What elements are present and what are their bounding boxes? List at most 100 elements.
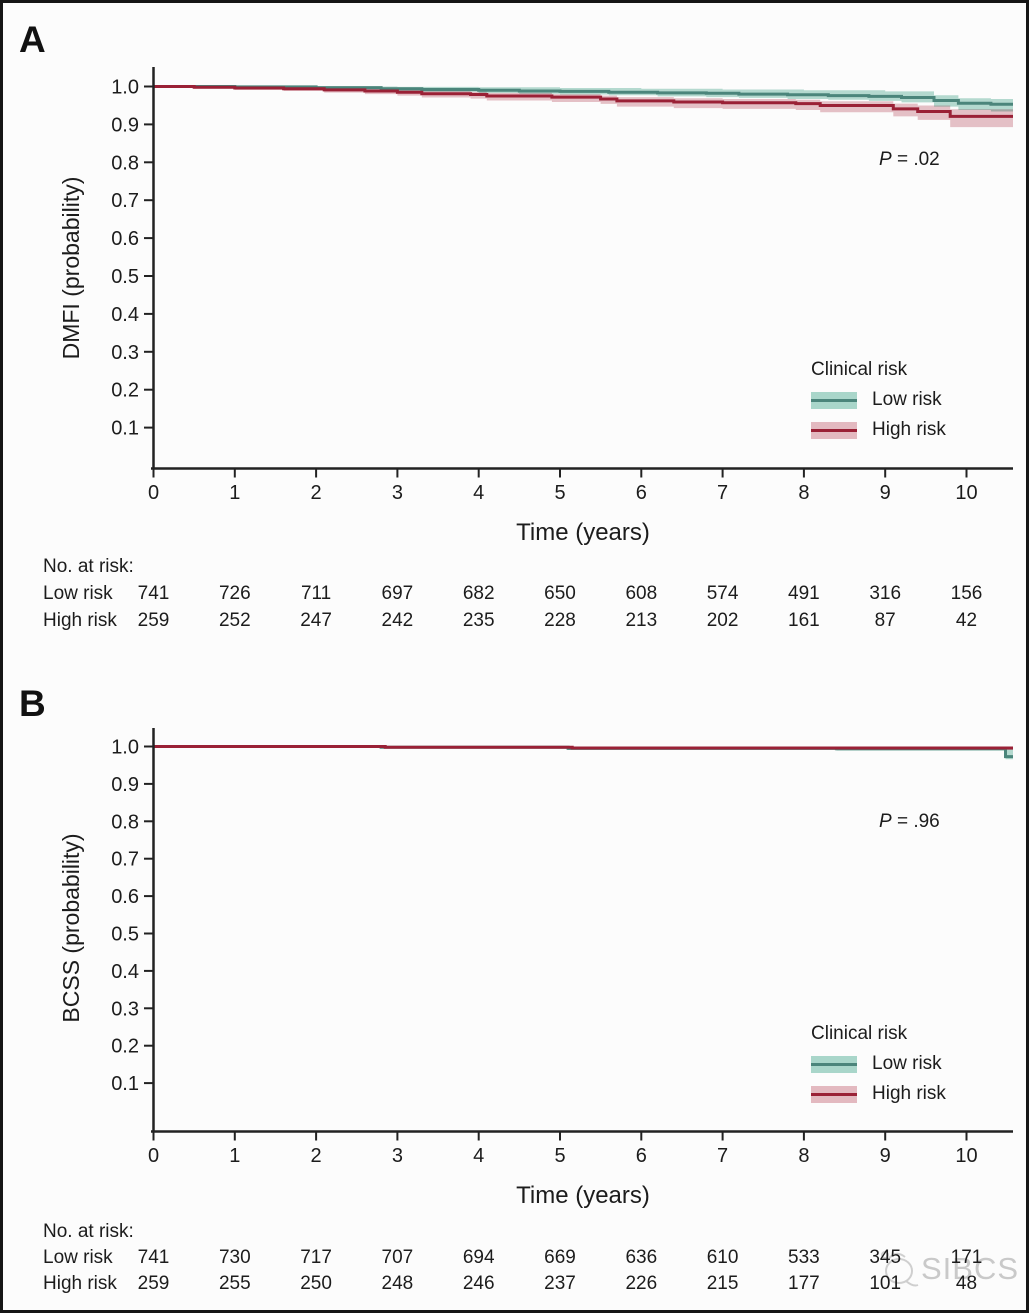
- risk-count: 42: [955, 610, 978, 631]
- y-tick-label: 0.3: [111, 998, 139, 1020]
- risk-count: 697: [381, 583, 414, 604]
- legend-label: Low risk: [872, 1053, 942, 1074]
- risk-count: 259: [137, 1273, 170, 1294]
- risk-count: 177: [788, 1273, 820, 1294]
- risk-count: 610: [706, 1247, 739, 1268]
- risk-count: 533: [788, 1247, 820, 1268]
- risk-count: 228: [544, 610, 576, 631]
- legend-title: Clinical risk: [811, 359, 908, 380]
- p-value-text: = .96: [891, 811, 940, 832]
- x-tick-label: 9: [880, 482, 891, 504]
- y-tick-label: 0.5: [111, 924, 139, 946]
- risk-count: 202: [706, 610, 739, 631]
- p-symbol: P: [879, 149, 892, 170]
- x-tick-label: 10: [955, 1145, 977, 1167]
- risk-count: 650: [544, 583, 576, 604]
- y-tick-label: 1.0: [111, 77, 139, 99]
- km-charts-canvas: 1.0 0.9 0.8 0.7 0.6 0.5 0.4 0.3 0.2 0.1 0 1 2 3 4 5 6 7 8 9…: [111, 67, 1013, 1167]
- x-tick-label: 1: [229, 482, 240, 504]
- risk-count: 247: [300, 610, 332, 631]
- legend-title: Clinical risk: [811, 1023, 908, 1044]
- y-tick-label: 0.4: [111, 304, 139, 326]
- legend-label: High risk: [872, 1083, 946, 1104]
- risk-count: 87: [874, 610, 896, 631]
- panel-b-y-axis-title: BCSS (probability): [58, 833, 84, 1023]
- risk-count: 101: [869, 1273, 902, 1294]
- legend-item-high-risk: High risk: [811, 1083, 946, 1105]
- y-tick-label: 0.1: [111, 418, 139, 440]
- risk-count: 156: [950, 583, 983, 604]
- x-tick-label: 0: [148, 1145, 159, 1167]
- p-value-text: = .02: [891, 149, 940, 170]
- high-risk-swatch-line: [811, 1092, 857, 1096]
- risk-count: 741: [137, 1247, 170, 1268]
- risk-count: 259: [137, 610, 170, 631]
- low-risk-swatch: [811, 1055, 857, 1073]
- risk-count: 694: [462, 1247, 495, 1268]
- y-tick-label: 0.3: [111, 342, 139, 364]
- risk-count: 707: [381, 1247, 414, 1268]
- y-tick-label: 0.7: [111, 190, 139, 212]
- risk-count: 669: [544, 1247, 576, 1268]
- low-risk-confidence-band: [153, 86, 1013, 112]
- y-tick-label: 0.2: [111, 1036, 139, 1058]
- risk-count: 242: [381, 610, 414, 631]
- panel-b-risk-header: No. at risk:: [43, 1221, 134, 1242]
- x-tick-label: 9: [880, 1145, 891, 1167]
- x-tick-label: 6: [636, 482, 647, 504]
- risk-count: 574: [706, 583, 739, 604]
- panel-b-letter: B: [19, 683, 47, 724]
- legend-label: High risk: [872, 419, 946, 440]
- legend-item-low-risk: Low risk: [811, 1053, 946, 1075]
- y-tick-label: 0.6: [111, 228, 139, 250]
- panel-a-risk-row-label-low: Low risk: [43, 583, 113, 604]
- panel-b-risk-row-label-low: Low risk: [43, 1247, 113, 1268]
- risk-count: 171: [950, 1247, 983, 1268]
- high-risk-swatch-line: [811, 428, 857, 432]
- legend-item-low-risk: Low risk: [811, 389, 946, 411]
- risk-count: 636: [625, 1247, 658, 1268]
- x-tick-label: 8: [798, 482, 809, 504]
- x-tick-label: 6: [636, 1145, 647, 1167]
- risk-count: 252: [218, 610, 251, 631]
- x-tick-label: 1: [229, 1145, 240, 1167]
- x-tick-label: 4: [473, 1145, 484, 1167]
- x-tick-label: 2: [311, 482, 322, 504]
- high-risk-curve: [153, 85, 1013, 118]
- y-tick-label: 0.7: [111, 849, 139, 871]
- risk-count: 717: [300, 1247, 332, 1268]
- x-tick-label: 5: [554, 1145, 565, 1167]
- risk-count: 235: [462, 610, 495, 631]
- panel-a-p-value: P = .02: [879, 149, 940, 171]
- panel-b-legend: Clinical risk Low risk High risk: [811, 1023, 946, 1105]
- panel-a-x-axis-title: Time (years): [516, 519, 650, 546]
- panel-a-y-axis-title: DMFI (probability): [58, 176, 84, 360]
- y-tick-label: 0.8: [111, 811, 139, 833]
- y-tick-label: 0.2: [111, 380, 139, 402]
- y-tick-label: 0.4: [111, 961, 139, 983]
- risk-count: 237: [544, 1273, 576, 1294]
- x-tick-label: 4: [473, 482, 484, 504]
- high-risk-curve: [153, 745, 1013, 750]
- panel-a-risk-row-label-high: High risk: [43, 610, 117, 631]
- panel-a-risk-header: No. at risk:: [43, 556, 134, 577]
- risk-count: 246: [462, 1273, 495, 1294]
- risk-count: 316: [869, 583, 902, 604]
- panel-a-letter: A: [19, 19, 47, 60]
- x-tick-label: 7: [717, 482, 728, 504]
- risk-count: 248: [381, 1273, 414, 1294]
- risk-count: 255: [218, 1273, 251, 1294]
- x-tick-label: 3: [392, 1145, 403, 1167]
- risk-count: 491: [788, 583, 820, 604]
- risk-count: 345: [869, 1247, 902, 1268]
- panel-b-risk-row-label-high: High risk: [43, 1273, 117, 1294]
- panel-b-x-axis-title: Time (years): [516, 1182, 650, 1209]
- risk-count: 730: [218, 1247, 251, 1268]
- x-tick-label: 2: [311, 1145, 322, 1167]
- x-tick-label: 8: [798, 1145, 809, 1167]
- y-tick-label: 0.9: [111, 114, 139, 136]
- low-risk-swatch: [811, 391, 857, 409]
- risk-count: 711: [300, 583, 332, 604]
- y-tick-label: 0.5: [111, 266, 139, 288]
